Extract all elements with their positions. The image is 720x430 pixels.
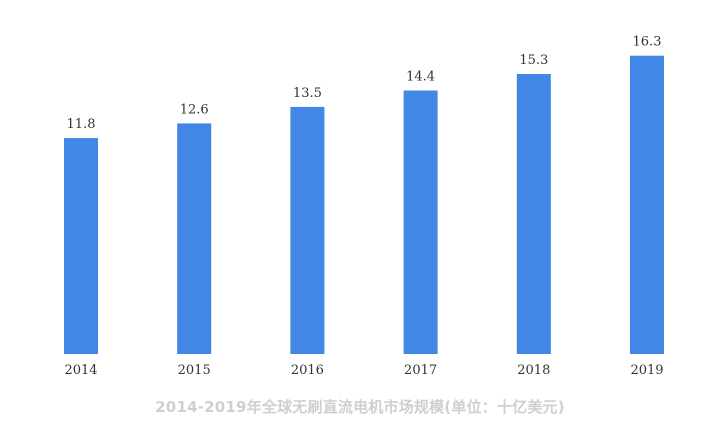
x-tick-label-2014: 2014 — [64, 363, 97, 378]
x-tick-label-2018: 2018 — [517, 363, 550, 378]
bars-group — [64, 55, 664, 355]
bar-2015 — [177, 123, 212, 355]
value-label-2014: 11.8 — [67, 117, 96, 132]
value-label-2018: 15.3 — [519, 53, 548, 68]
value-label-2019: 16.3 — [633, 35, 662, 50]
x-tick-label-2015: 2015 — [178, 363, 211, 378]
value-label-2016: 13.5 — [293, 86, 322, 101]
x-tick-label-2017: 2017 — [404, 363, 437, 378]
value-label-2015: 12.6 — [180, 102, 209, 117]
value-labels-group: 11.8 12.6 13.5 14.4 15.3 16.3 — [67, 35, 662, 132]
bar-2014 — [64, 138, 98, 354]
bar-2019 — [630, 55, 664, 354]
value-label-2017: 14.4 — [406, 70, 435, 85]
x-tick-label-2016: 2016 — [291, 363, 324, 378]
x-tick-labels-group: 2014 2015 2016 2017 2018 2019 — [64, 363, 663, 378]
bar-2017 — [403, 90, 438, 354]
bar-2018 — [516, 74, 551, 354]
chart-caption: 2014-2019年全球无刷直流电机市场规模(单位：十亿美元) — [155, 398, 565, 416]
x-tick-label-2019: 2019 — [630, 363, 663, 378]
bar-2016 — [290, 106, 325, 355]
